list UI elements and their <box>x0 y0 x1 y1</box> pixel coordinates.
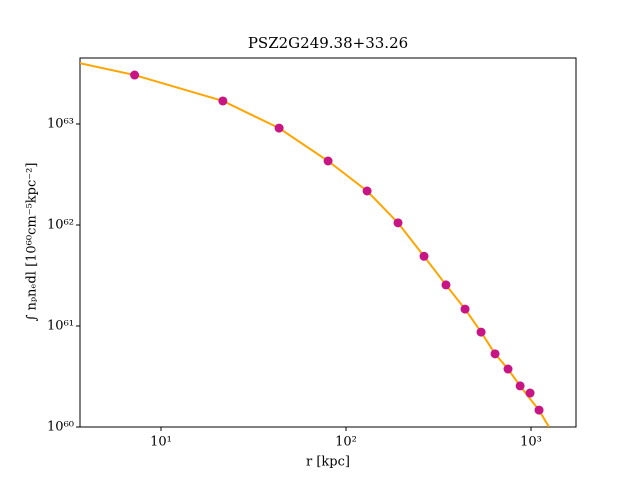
data-point <box>476 327 486 337</box>
plot-frame <box>79 57 577 428</box>
data-point <box>130 70 140 80</box>
data-point <box>323 156 333 166</box>
y-axis-label: ∫ nₚnₑdl [10⁶⁰cm⁻⁵kpc⁻²] <box>25 163 40 322</box>
data-point <box>274 123 284 133</box>
data-point <box>534 405 544 415</box>
x-axis-label: r [kpc] <box>306 455 350 470</box>
data-point <box>362 186 372 196</box>
data-point <box>515 381 525 391</box>
y-tick-label: 10⁶² <box>47 217 74 232</box>
data-point <box>393 218 403 228</box>
fit-line <box>80 62 550 427</box>
data-point <box>490 349 500 359</box>
y-tick-label: 10⁶⁰ <box>47 420 74 435</box>
x-tick-label: 10¹ <box>150 435 172 450</box>
data-point <box>503 364 513 374</box>
y-tick-label: 10⁶¹ <box>47 318 74 333</box>
x-tick-label: 10³ <box>520 435 542 450</box>
data-point <box>460 304 470 314</box>
x-tick-label: 10² <box>335 435 357 450</box>
y-tick-label: 10⁶³ <box>47 116 74 131</box>
data-point <box>218 96 228 106</box>
data-point <box>441 280 451 290</box>
data-point <box>419 251 429 261</box>
data-point <box>525 388 535 398</box>
chart-title: PSZ2G249.38+33.26 <box>248 34 408 52</box>
